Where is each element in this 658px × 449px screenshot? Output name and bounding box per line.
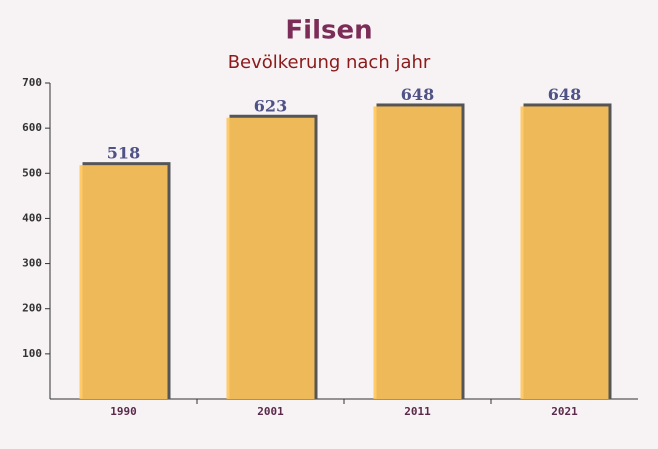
y-tick-label: 100 [22, 347, 42, 360]
value-label: 623 [254, 96, 287, 115]
y-tick-label: 200 [22, 302, 42, 315]
x-tick-label: 2001 [257, 405, 284, 418]
value-label: 648 [401, 85, 434, 104]
bar [226, 117, 315, 399]
value-label: 518 [107, 144, 140, 163]
y-tick-label: 500 [22, 166, 42, 179]
value-label: 648 [548, 85, 581, 104]
x-tick-label: 2021 [551, 405, 578, 418]
x-tick-label: 2011 [404, 405, 431, 418]
y-tick-label: 300 [22, 257, 42, 270]
y-tick-label: 700 [22, 76, 42, 89]
x-tick-label: 1990 [110, 405, 137, 418]
bar [79, 165, 168, 399]
y-tick-label: 600 [22, 121, 42, 134]
y-tick-label: 400 [22, 211, 42, 224]
chart-title: Filsen [285, 16, 372, 46]
chart-subtitle: Bevölkerung nach jahr [228, 52, 431, 73]
bar [520, 106, 609, 399]
bar [373, 106, 462, 399]
